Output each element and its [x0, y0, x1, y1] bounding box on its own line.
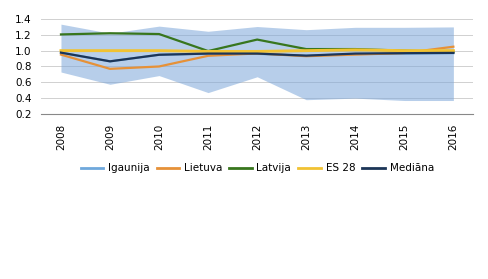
Legend: Igaunija, Lietuva, Latvija, ES 28, Mediāna: Igaunija, Lietuva, Latvija, ES 28, Mediā… [77, 159, 438, 177]
